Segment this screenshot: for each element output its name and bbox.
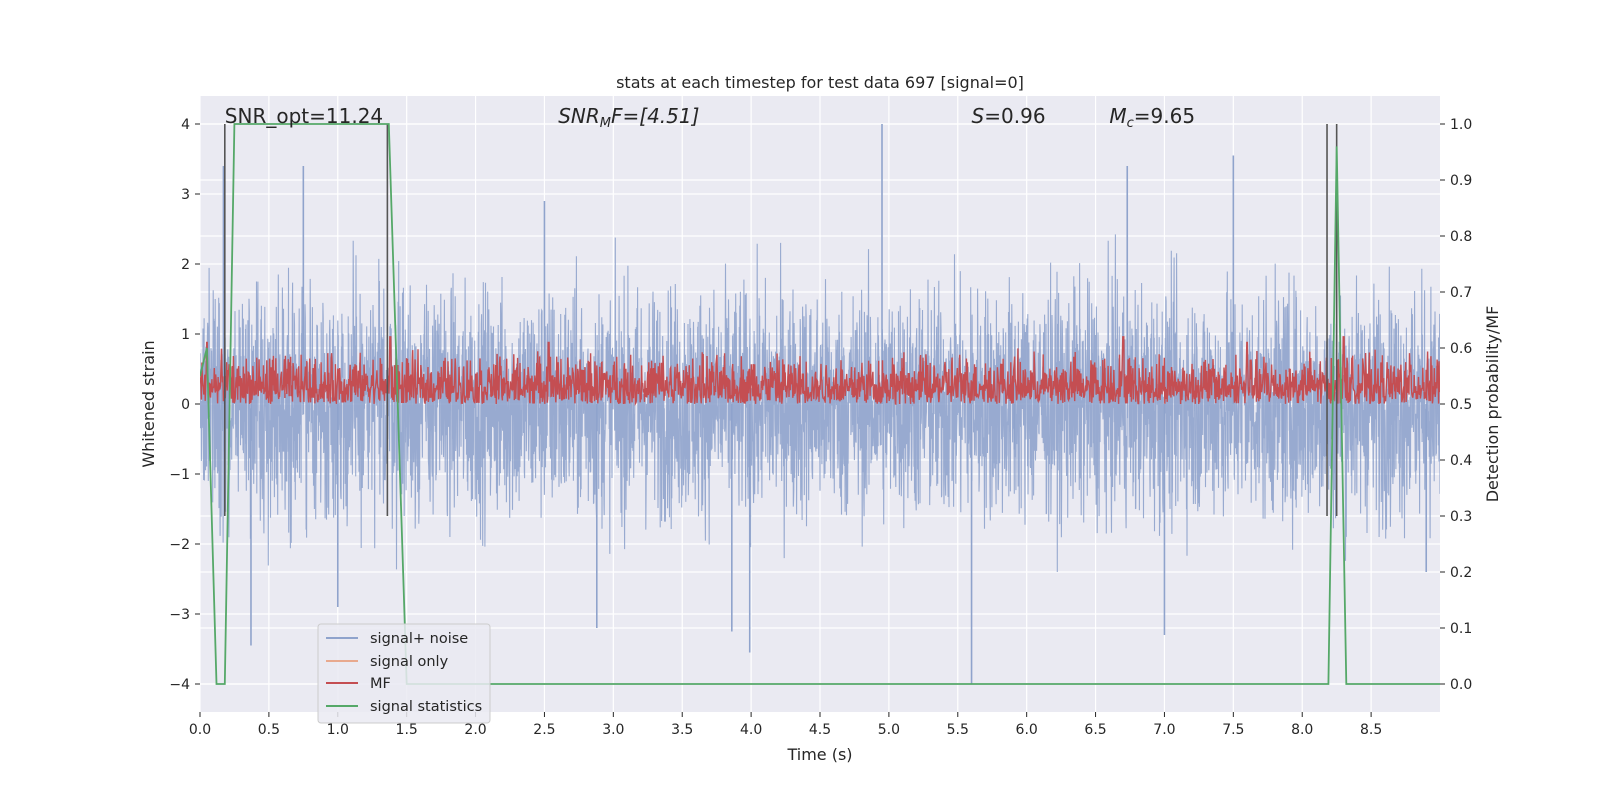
x-tick-label: 4.5 [809,722,831,738]
annotation-snr-opt: SNR_opt=11.24 [225,104,383,128]
annotation-mc-value: =9.65 [1134,104,1195,128]
x-tick-label: 0.5 [258,722,280,738]
y-tick-label: −1 [169,467,190,483]
annotation-snr-mf: SNRMF=[4.51] [558,104,699,131]
y-tick-label: −2 [169,537,190,553]
annotation-mc: Mc=9.65 [1109,104,1195,131]
y-axis-label-left: Whitened strain [139,340,158,467]
series-mf [200,336,1440,407]
x-axis-label: Time (s) [786,745,852,764]
annotation-mc-sub: c [1127,116,1134,131]
x-tick-label: 3.5 [671,722,693,738]
legend-label-mf: MF [370,676,391,692]
x-tick-label: 1.5 [396,722,418,738]
signal-noise-outliers [222,124,1428,684]
y-tick-label-right: 0.0 [1450,677,1472,693]
x-tick-label: 7.0 [1153,722,1175,738]
x-tick-label: 6.0 [1016,722,1038,738]
annotation-snr-mf-value: F=[4.51] [611,104,699,128]
x-tick-label: 7.5 [1222,722,1244,738]
x-tick-label: 1.0 [327,722,349,738]
y-tick-label: 0 [181,397,190,413]
legend: signal+ noise signal only MF signal stat… [317,623,491,724]
y-tick-label: 1 [181,327,190,343]
y-tick-label-right: 0.4 [1450,453,1472,469]
x-tick-label: 8.0 [1291,722,1313,738]
y-tick-label-right: 0.5 [1450,397,1472,413]
x-tick-label: 0.0 [189,722,211,738]
x-tick-label: 5.5 [947,722,969,738]
legend-label-signal-noise: signal+ noise [370,631,468,647]
annotation-snr-mf-var: SNR [558,104,600,128]
x-tick-label: 6.5 [1084,722,1106,738]
annotations: SNR_opt=11.24 SNRMF=[4.51] S=0.96 Mc=9.6… [225,104,1195,131]
y-tick-label: 2 [181,257,190,273]
y-tick-label: −4 [169,677,190,693]
y-tick-label: −3 [169,607,190,623]
legend-box [317,623,491,724]
y-tick-label-right: 0.1 [1450,621,1472,637]
y-tick-label: 3 [181,187,190,203]
x-tick-label: 2.0 [464,722,486,738]
y-tick-label-right: 0.9 [1450,173,1472,189]
annotation-s: S=0.96 [972,104,1046,128]
series-group [200,123,1440,685]
annotation-snr-mf-sub: M [600,116,611,131]
legend-label-signal-only: signal only [370,654,449,670]
data-layer [200,123,1440,685]
y-tick-label-right: 0.3 [1450,509,1472,525]
y-axis-label-right: Detection probability/MF [1483,306,1502,503]
annotation-s-var: S [972,104,985,128]
x-tick-label: 3.0 [602,722,624,738]
annotation-mc-var: M [1109,104,1126,128]
ticks: 0.0 0.5 1.0 1.5 2.0 2.5 3.0 3.5 4.0 4.5 5.0 5.5 6.0 6… [169,117,1472,738]
series-signal-noise [200,234,1440,573]
y-tick-label-right: 0.6 [1450,341,1472,357]
annotation-s-value: =0.96 [984,104,1045,128]
y-tick-label: 4 [181,117,190,133]
y-tick-label-right: 1.0 [1450,117,1472,133]
x-tick-label: 8.5 [1360,722,1382,738]
x-tick-label: 2.5 [533,722,555,738]
x-tick-label: 5.0 [878,722,900,738]
y-tick-label-right: 0.8 [1450,229,1472,245]
y-tick-label-right: 0.7 [1450,285,1472,301]
x-tick-label: 4.0 [740,722,762,738]
y-tick-label-right: 0.2 [1450,565,1472,581]
legend-label-signal-statistics: signal statistics [370,699,482,715]
chart-title: stats at each timestep for test data 697… [616,73,1024,92]
